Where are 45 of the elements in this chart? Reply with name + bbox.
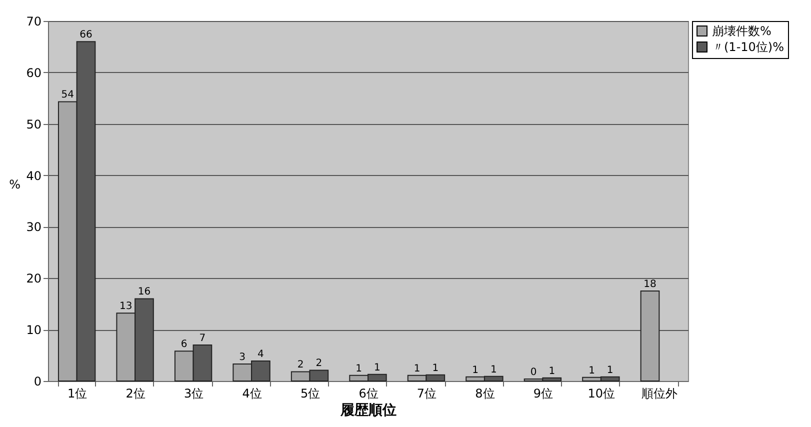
data-label: 13 <box>120 301 132 312</box>
data-label: 6 <box>180 339 188 350</box>
x-tick-label: 4位 <box>242 386 262 400</box>
y-tick-label: 30 <box>26 220 42 234</box>
data-label: 1 <box>588 365 595 376</box>
y-tick-label: 0 <box>34 374 42 388</box>
data-label: 1 <box>374 362 380 374</box>
data-label: 2 <box>316 358 322 370</box>
data-label: 3 <box>239 352 246 364</box>
y-tick-label: 60 <box>26 66 42 80</box>
x-tick-label: 10位 <box>588 386 616 400</box>
y-tick-label: 10 <box>26 323 42 338</box>
data-label: 1 <box>472 364 478 376</box>
x-tick-label: 7位 <box>416 386 437 400</box>
bar <box>640 290 660 382</box>
x-axis-title: 履歴順位 <box>340 402 396 418</box>
data-label: 66 <box>80 30 92 41</box>
legend-label: 崩壊件数% <box>712 24 772 38</box>
legend-label: 〃(1-10位)% <box>712 40 784 54</box>
data-label: 2 <box>297 360 304 371</box>
data-label: 4 <box>258 348 264 360</box>
data-label: 54 <box>61 90 74 101</box>
y-tick-label: 50 <box>26 117 42 132</box>
data-label: 1 <box>490 364 497 376</box>
x-tick-label: 9位 <box>533 386 554 400</box>
x-tick-label: 3位 <box>184 386 204 400</box>
y-tick-label: 20 <box>26 272 42 286</box>
x-tick-label: 1位 <box>68 386 88 400</box>
data-label: 1 <box>606 364 614 376</box>
x-tick-label: 順位外 <box>642 386 678 400</box>
x-tick-label: 8位 <box>475 386 495 400</box>
x-tick-label: 2位 <box>126 386 146 400</box>
y-tick-label: 70 <box>26 14 42 28</box>
data-label: 0 <box>530 366 537 378</box>
data-label: 1 <box>414 363 420 374</box>
data-label: 18 <box>644 279 656 290</box>
y-axis-title: % <box>9 178 20 192</box>
x-tick-label: 6位 <box>358 386 378 400</box>
y-tick-label: 40 <box>26 168 42 183</box>
x-tick-label: 5位 <box>300 386 320 400</box>
data-label: 1 <box>356 363 362 374</box>
data-label: 1 <box>548 366 556 377</box>
data-label: 1 <box>432 362 439 374</box>
data-label: 7 <box>199 333 206 344</box>
data-label: 16 <box>138 286 151 298</box>
